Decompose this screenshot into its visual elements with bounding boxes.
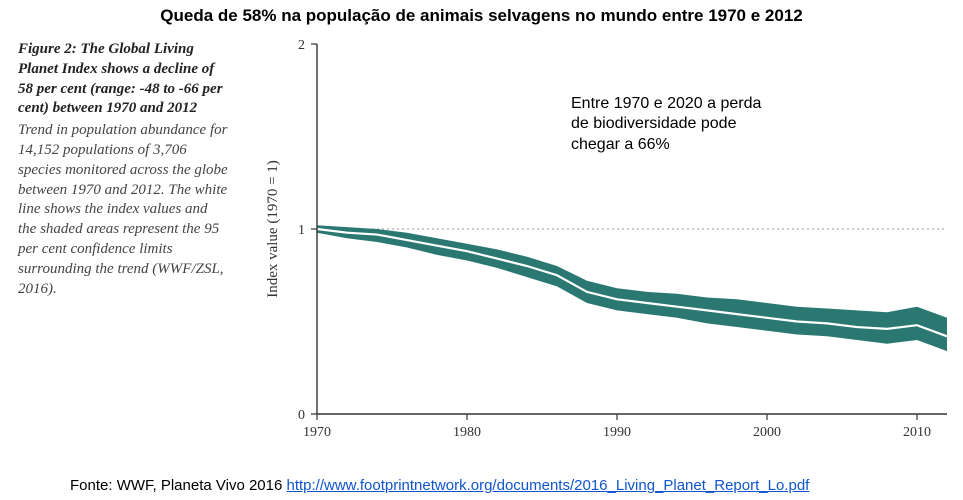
- figure-caption-desc: Trend in population abundance for 14,152…: [18, 121, 228, 299]
- figure-caption-title: Figure 2: The Global Living Planet Index…: [18, 40, 228, 119]
- figure-caption: Figure 2: The Global Living Planet Index…: [18, 40, 228, 299]
- svg-text:2: 2: [298, 38, 305, 53]
- svg-text:1990: 1990: [603, 425, 631, 440]
- source-footer: Fonte: WWF, Planeta Vivo 2016 http://www…: [70, 477, 809, 494]
- svg-text:1970: 1970: [303, 425, 331, 440]
- svg-text:1980: 1980: [453, 425, 481, 440]
- svg-text:0: 0: [298, 408, 305, 423]
- svg-text:2010: 2010: [903, 425, 931, 440]
- chart-annotation: Entre 1970 e 2020 a perda de biodiversid…: [571, 94, 761, 155]
- page-title: Queda de 58% na população de animais sel…: [0, 6, 963, 26]
- source-prefix: Fonte: WWF, Planeta Vivo 2016: [70, 477, 287, 494]
- svg-text:1: 1: [298, 223, 305, 238]
- svg-text:2000: 2000: [753, 425, 781, 440]
- chart: 0 1 2 1970 1980 1990 2000 2010 Index value (1970…: [255, 38, 955, 458]
- source-link[interactable]: http://www.footprintnetwork.org/document…: [287, 477, 810, 494]
- svg-text:Index value (1970 = 1): Index value (1970 = 1): [265, 160, 281, 298]
